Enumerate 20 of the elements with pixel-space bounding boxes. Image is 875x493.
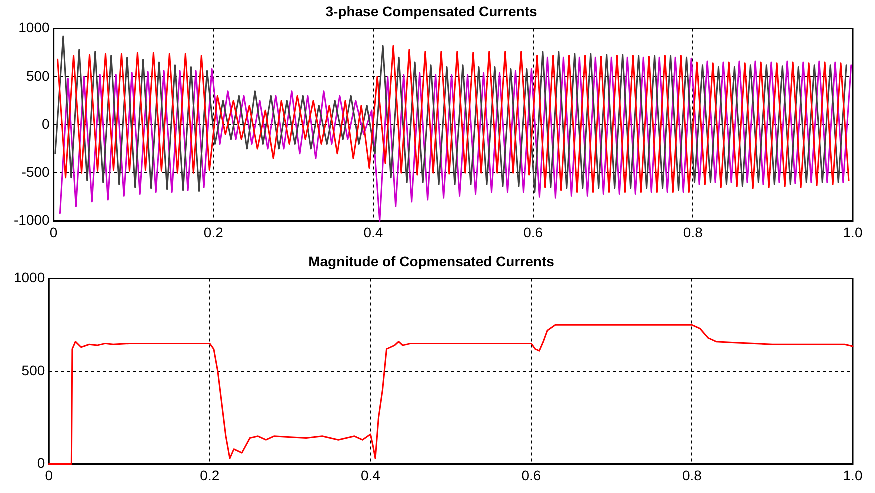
y-tick-label: -500 — [22, 164, 50, 180]
y-tick-label: 1000 — [14, 270, 46, 286]
x-tick-label: 1.0 — [843, 467, 863, 484]
chart-title: 3-phase Compensated Currents — [326, 3, 538, 20]
x-tick-label: 0.2 — [200, 467, 220, 484]
x-tick-label: 0.2 — [204, 224, 224, 240]
x-tick-label: 0.8 — [683, 224, 704, 240]
y-tick-label: -1000 — [14, 212, 50, 228]
y-tick-label: 0 — [37, 455, 46, 472]
x-tick-label: 0.4 — [364, 224, 384, 240]
x-tick-label: 0.6 — [524, 224, 544, 240]
x-tick-label: 1.0 — [843, 224, 863, 240]
chart-title: Magnitude of Copmensated Currents — [308, 253, 555, 270]
y-tick-label: 0 — [42, 116, 50, 132]
y-tick-label: 500 — [22, 362, 46, 378]
x-tick-label: 0.4 — [360, 467, 381, 484]
x-tick-label: 0.8 — [682, 467, 702, 484]
y-tick-label: 1000 — [18, 20, 50, 36]
y-tick-label: 500 — [26, 68, 50, 84]
x-tick-label: 0.6 — [522, 467, 542, 484]
